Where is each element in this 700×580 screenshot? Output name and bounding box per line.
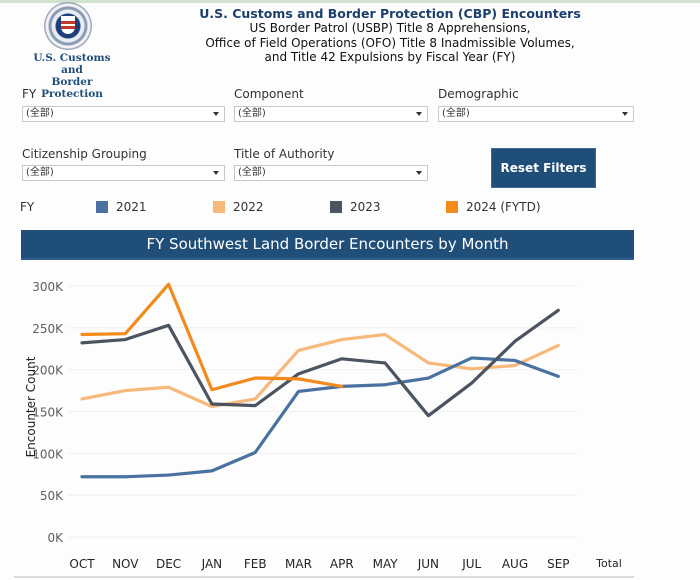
- x-axis-ticks: OCT NOV DEC JAN FEB MAR APR MAY JUN JUL AUG SEP Tota…: [69, 557, 621, 571]
- x-tick-label: AUG: [502, 557, 528, 571]
- x-tick-label: JUN: [417, 557, 439, 571]
- legend-item-2022[interactable]: 2022: [213, 200, 264, 214]
- chevron-down-icon: [213, 171, 219, 175]
- x-tick-label: SEP: [547, 557, 569, 571]
- legend-swatch: [96, 201, 108, 213]
- y-axis-label: Encounter Count: [24, 356, 38, 457]
- chart-legend: FY 2021 2022 2023 2024 (FYTD): [0, 198, 700, 218]
- series-line-2022[interactable]: [80, 332, 560, 409]
- filter-demographic-select[interactable]: (全部): [438, 106, 634, 122]
- y-tick-label: 150K: [32, 406, 64, 420]
- chevron-down-icon: [416, 112, 422, 116]
- series-line-2023[interactable]: [80, 308, 560, 418]
- filter-title-authority-select[interactable]: (全部): [234, 165, 428, 181]
- x-tick-label: JUL: [461, 557, 481, 571]
- x-tick-label: JAN: [201, 557, 223, 571]
- legend-label: 2021: [116, 200, 147, 214]
- page-titles: U.S. Customs and Border Protection (CBP)…: [180, 6, 600, 65]
- legend-swatch: [446, 201, 458, 213]
- filter-fy-value: (全部): [26, 108, 54, 119]
- top-border: [0, 0, 700, 3]
- x-tick-label-total: Total: [595, 557, 622, 570]
- page-title: U.S. Customs and Border Protection (CBP)…: [199, 6, 581, 21]
- filter-component-select[interactable]: (全部): [234, 106, 428, 122]
- subtitle-line-2: Office of Field Operations (OFO) Title 8…: [205, 35, 575, 50]
- legend-label: 2024 (FYTD): [466, 200, 541, 214]
- filter-component-value: (全部): [238, 108, 266, 119]
- filter-label-component: Component: [234, 87, 304, 101]
- x-tick-label: MAR: [285, 557, 312, 571]
- x-tick-label: NOV: [112, 557, 139, 571]
- logo-text-line2: Border Protection: [41, 76, 103, 100]
- legend-label: 2022: [233, 200, 264, 214]
- line-chart: 0K 50K 100K 150K 200K 250K 300K OCT NOV DEC JAN FE…: [24, 280, 622, 571]
- x-tick-label: OCT: [69, 557, 95, 571]
- gridlines: [68, 285, 578, 538]
- y-tick-label: 100K: [32, 447, 64, 461]
- series-lines: [80, 282, 560, 479]
- legend-item-2024[interactable]: 2024 (FYTD): [446, 200, 541, 214]
- y-tick-label: 200K: [32, 364, 64, 378]
- legend-swatch: [330, 201, 342, 213]
- cbp-seal-icon: [44, 2, 92, 50]
- chart-title: FY Southwest Land Border Encounters by M…: [21, 230, 634, 260]
- filter-label-citizenship: Citizenship Grouping: [22, 147, 147, 161]
- cbp-logo: U.S. Customs and Border Protection: [22, 2, 122, 100]
- filter-fy-select[interactable]: (全部): [22, 106, 225, 122]
- filter-label-fy: FY: [22, 87, 37, 101]
- series-line-2021[interactable]: [80, 356, 560, 479]
- x-tick-label: DEC: [156, 557, 181, 571]
- filter-label-title-authority: Title of Authority: [234, 147, 335, 161]
- y-tick-label: 0K: [47, 531, 64, 545]
- x-tick-label: APR: [330, 557, 354, 571]
- chevron-down-icon: [416, 171, 422, 175]
- legend-label: 2023: [350, 200, 381, 214]
- bottom-divider: [14, 576, 634, 578]
- logo-text: U.S. Customs and Border Protection: [22, 52, 122, 100]
- filter-label-demographic: Demographic: [438, 87, 519, 101]
- filter-demographic-value: (全部): [442, 108, 470, 119]
- filter-title-authority-value: (全部): [238, 167, 266, 178]
- reset-filters-button[interactable]: Reset Filters: [491, 148, 596, 188]
- subtitle-line-3: and Title 42 Expulsions by Fiscal Year (…: [264, 50, 516, 64]
- y-tick-label: 250K: [32, 322, 64, 336]
- chevron-down-icon: [213, 112, 219, 116]
- series-line-2024[interactable]: [80, 282, 344, 392]
- legend-swatch: [213, 201, 225, 213]
- legend-item-2021[interactable]: 2021: [96, 200, 147, 214]
- filter-citizenship-select[interactable]: (全部): [22, 165, 225, 181]
- chevron-down-icon: [622, 112, 628, 116]
- y-tick-label: 300K: [32, 280, 64, 294]
- x-tick-label: MAY: [373, 557, 399, 571]
- shield-icon: [61, 16, 75, 34]
- subtitle-line-1: US Border Patrol (USBP) Title 8 Apprehen…: [249, 21, 531, 35]
- logo-text-line1: U.S. Customs and: [33, 52, 111, 76]
- legend-item-2023[interactable]: 2023: [330, 200, 381, 214]
- x-tick-label: FEB: [244, 557, 267, 571]
- y-tick-label: 50K: [40, 489, 64, 503]
- filter-citizenship-value: (全部): [26, 167, 54, 178]
- legend-title: FY: [20, 200, 35, 214]
- y-axis-ticks: 0K 50K 100K 150K 200K 250K 300K: [32, 280, 64, 545]
